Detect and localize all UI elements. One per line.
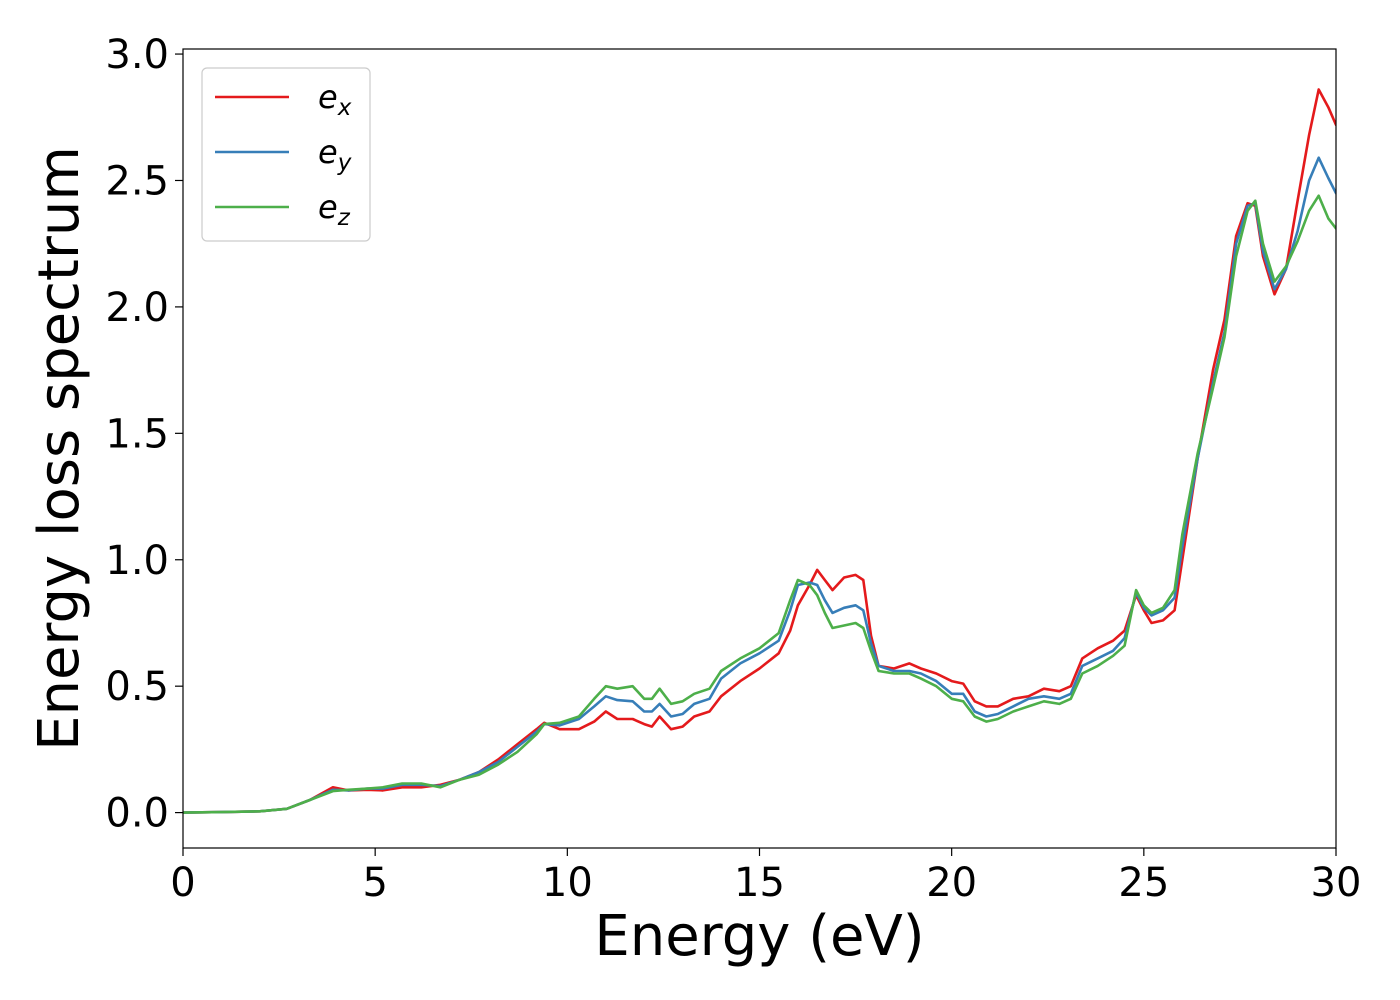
legend-label-base: e: [318, 133, 338, 171]
legend-label-base: e: [318, 78, 338, 116]
series-line-z: [183, 194, 1336, 814]
legend-label-subscript: y: [337, 150, 352, 176]
y-tick-label: 2.0: [105, 285, 169, 331]
y-tick-label: 1.0: [105, 538, 169, 584]
legend-label-x: ex: [318, 78, 352, 121]
y-tick-label: 2.5: [105, 158, 169, 204]
x-tick-label: 20: [926, 860, 977, 906]
y-tick-label: 0.0: [105, 791, 169, 837]
y-axis-ticks: 0.0 0.5 1.0 1.5 2.0 2.5 3.0: [105, 32, 183, 837]
legend-label-base: e: [318, 188, 338, 226]
legend-label-y: ey: [318, 133, 352, 176]
x-tick-label: 10: [542, 860, 593, 906]
y-tick-label: 0.5: [105, 664, 169, 710]
y-axis-title: Energy loss spectrum: [27, 146, 92, 751]
series-line-x: [183, 88, 1336, 814]
y-tick-label: 1.5: [105, 411, 169, 457]
x-tick-label: 30: [1311, 860, 1362, 906]
series-layer: [183, 88, 1336, 814]
x-tick-label: 15: [734, 860, 785, 906]
x-axis-title: Energy (eV): [594, 904, 924, 969]
y-tick-label: 3.0: [105, 32, 169, 78]
series-line-y: [183, 156, 1336, 814]
legend-label-subscript: x: [337, 95, 352, 121]
x-tick-label: 25: [1118, 860, 1169, 906]
x-tick-label: 0: [170, 860, 195, 906]
x-tick-label: 5: [362, 860, 387, 906]
legend-box: [201, 67, 371, 242]
x-axis-ticks: 0 5 10 15 20 25 30: [170, 848, 1361, 906]
legend-label-subscript: z: [337, 205, 351, 231]
legend-label-z: ez: [318, 188, 351, 231]
